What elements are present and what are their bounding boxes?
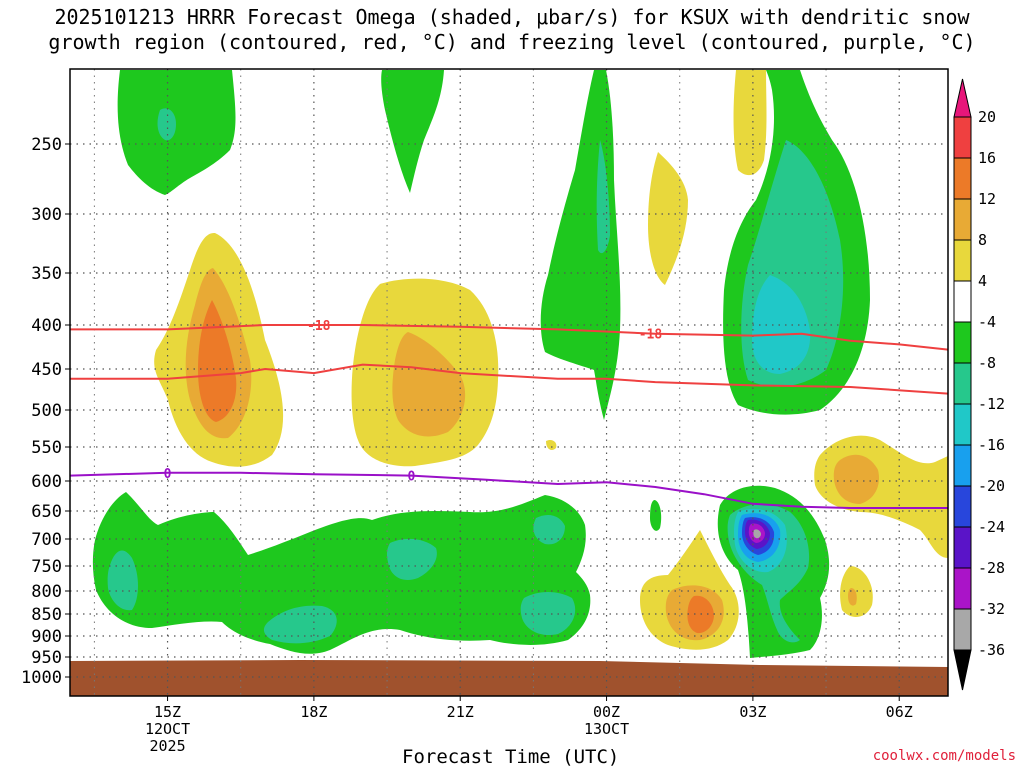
x-tick-label: 03Z (739, 703, 766, 721)
omega-ascent-region (814, 435, 948, 558)
omega-sinking-core (753, 529, 761, 539)
y-tick-label: 600 (31, 472, 62, 492)
colorbar-swatch (953, 567, 972, 610)
omega-ascent-region (733, 70, 767, 176)
x-axis-title: Forecast Time (UTC) (402, 746, 620, 768)
colorbar-label: 12 (978, 190, 996, 208)
omega-shading (70, 70, 948, 696)
omega-ascent-core (198, 300, 237, 422)
axes: 2503003504004505005506006507007508008509… (21, 68, 949, 755)
colorbar-label: 20 (978, 108, 996, 126)
colorbar-label: -32 (978, 600, 1005, 618)
colorbar-swatch (953, 362, 972, 405)
colorbar-swatch (953, 157, 972, 200)
omega-sinking-core (752, 275, 811, 374)
freezing-level-label: 0 (408, 470, 416, 485)
y-tick-label: 450 (31, 360, 62, 380)
y-tick-label: 750 (31, 557, 62, 577)
x-tick-label: 12OCT (145, 720, 190, 738)
contours: -18 -18 0 0 (69, 319, 949, 509)
y-tick-label: 950 (31, 648, 62, 668)
colorbar-label: -12 (978, 395, 1005, 413)
y-tick-label: 300 (31, 205, 62, 225)
colorbar-swatch (953, 403, 972, 446)
dgz-contour-label: -18 (639, 328, 663, 343)
y-tick-label: 800 (31, 582, 62, 602)
colorbar-label: -36 (978, 641, 1005, 659)
y-tick-label: 850 (31, 605, 62, 625)
colorbar-swatch (953, 280, 972, 323)
chart-title-line-1: 2025101213 HRRR Forecast Omega (shaded, … (54, 5, 970, 29)
y-tick-label: 500 (31, 401, 62, 421)
colorbar-label: -20 (978, 477, 1005, 495)
colorbar-swatch (953, 485, 972, 528)
colorbar-label: -16 (978, 436, 1005, 454)
terrain-ground (70, 660, 948, 696)
omega-sinking-core (107, 550, 138, 611)
omega-ascent-region (648, 152, 688, 285)
dgz-contour-line (70, 363, 949, 395)
omega-sinking-core (596, 140, 610, 254)
y-tick-label: 550 (31, 438, 62, 458)
plot-frame (69, 68, 949, 697)
omega-ascent-region (840, 566, 873, 617)
omega-sinking-core (520, 592, 576, 636)
freezing-level-label: 0 (164, 467, 172, 482)
colorbar-label: -8 (978, 354, 996, 372)
omega-ascent-core (848, 588, 857, 606)
y-tick-label: 700 (31, 530, 62, 550)
omega-ascent-core (392, 332, 466, 437)
dgz-contour-line (70, 324, 949, 351)
colorbar-label: 4 (978, 272, 987, 290)
colorbar-swatch (953, 321, 972, 364)
x-tick-label: 06Z (886, 703, 913, 721)
credit-text[interactable]: coolwx.com/models (872, 748, 1016, 764)
gridlines (70, 69, 948, 696)
y-tick-label: 900 (31, 627, 62, 647)
omega-sinking-region (381, 70, 444, 193)
colorbar-swatch (953, 239, 972, 282)
colorbar-label: 8 (978, 231, 987, 249)
colorbar-swatch (953, 526, 972, 569)
omega-sinking-region (650, 500, 662, 531)
omega-sinking-core (157, 108, 176, 141)
omega-sinking-region (540, 70, 621, 420)
x-tick-label: 13OCT (584, 720, 629, 738)
omega-sinking-region (92, 492, 591, 654)
colorbar-label: 16 (978, 149, 996, 167)
colorbar-swatch (953, 198, 972, 241)
colorbar-arrow-bottom (953, 649, 972, 691)
colorbar: 20 16 12 8 4 -4 -8 -12 -16 -20 -24 -28 -32 -36 (953, 78, 1005, 691)
colorbar-label: -4 (978, 313, 996, 331)
y-tick-label: 400 (31, 316, 62, 336)
colorbar-swatch (953, 608, 972, 651)
x-tick-label: 2025 (149, 737, 185, 755)
omega-ascent-core (833, 454, 880, 504)
dgz-contour-label: -18 (307, 319, 331, 334)
colorbar-label: -24 (978, 518, 1005, 536)
x-tick-label: 15Z (154, 703, 181, 721)
y-tick-label: 250 (31, 135, 62, 155)
omega-ascent-region (546, 439, 557, 450)
omega-sinking-core (386, 538, 437, 581)
x-tick-label: 18Z (300, 703, 327, 721)
colorbar-label: -28 (978, 559, 1005, 577)
freezing-level-line (69, 471, 948, 509)
x-tick-label: 21Z (447, 703, 474, 721)
omega-sinking-core (263, 605, 337, 644)
chart-title-line-2: growth region (contoured, red, °C) and f… (48, 30, 976, 54)
y-tick-label: 350 (31, 264, 62, 284)
colorbar-swatch (953, 116, 972, 159)
omega-sinking-core (533, 514, 565, 545)
x-tick-label: 00Z (593, 703, 620, 721)
colorbar-swatch (953, 444, 972, 487)
colorbar-arrow-top (953, 78, 972, 118)
y-tick-label: 1000 (21, 668, 62, 688)
omega-sinking-region (117, 70, 236, 195)
y-tick-label: 650 (31, 502, 62, 522)
